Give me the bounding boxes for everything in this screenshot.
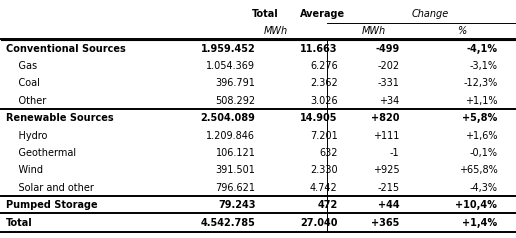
Text: +365: +365 [371, 218, 399, 228]
Text: +5,8%: +5,8% [462, 113, 497, 123]
Text: Total: Total [6, 218, 33, 228]
Text: 1.054.369: 1.054.369 [206, 61, 255, 71]
Text: 2.362: 2.362 [310, 78, 338, 88]
Text: +34: +34 [379, 96, 399, 106]
Text: 391.501: 391.501 [216, 165, 255, 175]
Text: -4,3%: -4,3% [469, 183, 497, 193]
Text: -215: -215 [377, 183, 399, 193]
Text: 2.330: 2.330 [310, 165, 338, 175]
Text: -331: -331 [378, 78, 399, 88]
Text: -1: -1 [390, 148, 399, 158]
Text: 3.026: 3.026 [310, 96, 338, 106]
Text: Renewable Sources: Renewable Sources [6, 113, 114, 123]
Text: 632: 632 [319, 148, 338, 158]
Text: Coal: Coal [6, 78, 40, 88]
Text: Solar and other: Solar and other [6, 183, 94, 193]
Text: Average: Average [300, 9, 345, 19]
Text: -12,3%: -12,3% [463, 78, 497, 88]
Text: +820: +820 [371, 113, 399, 123]
Text: 1.959.452: 1.959.452 [201, 44, 255, 54]
Text: Hydro: Hydro [6, 130, 47, 140]
Text: Total: Total [252, 9, 279, 19]
Text: MWh: MWh [264, 26, 288, 36]
Text: +10,4%: +10,4% [456, 200, 497, 210]
Text: %: % [457, 26, 466, 36]
Text: 4.542.785: 4.542.785 [201, 218, 255, 228]
Text: +1,4%: +1,4% [462, 218, 497, 228]
Text: Change: Change [412, 9, 449, 19]
Text: -4,1%: -4,1% [466, 44, 497, 54]
Text: +1,1%: +1,1% [465, 96, 497, 106]
Text: +1,6%: +1,6% [465, 130, 497, 140]
Text: +925: +925 [373, 165, 399, 175]
Text: -0,1%: -0,1% [469, 148, 497, 158]
Text: -202: -202 [377, 61, 399, 71]
Text: 27.040: 27.040 [300, 218, 338, 228]
Text: Pumped Storage: Pumped Storage [6, 200, 98, 210]
Text: Other: Other [6, 96, 46, 106]
Text: +65,8%: +65,8% [459, 165, 497, 175]
Text: 79.243: 79.243 [218, 200, 255, 210]
Text: +44: +44 [378, 200, 399, 210]
Text: +111: +111 [373, 130, 399, 140]
Text: -499: -499 [375, 44, 399, 54]
Text: Conventional Sources: Conventional Sources [6, 44, 125, 54]
Text: Gas: Gas [6, 61, 37, 71]
Text: Geothermal: Geothermal [6, 148, 76, 158]
Text: 1.209.846: 1.209.846 [206, 130, 255, 140]
Text: 796.621: 796.621 [215, 183, 255, 193]
Text: MWh: MWh [362, 26, 386, 36]
Text: -3,1%: -3,1% [469, 61, 497, 71]
Text: 7.201: 7.201 [310, 130, 338, 140]
Text: 4.742: 4.742 [310, 183, 338, 193]
Text: 396.791: 396.791 [216, 78, 255, 88]
Text: 2.504.089: 2.504.089 [201, 113, 255, 123]
Text: Wind: Wind [6, 165, 43, 175]
Text: 508.292: 508.292 [215, 96, 255, 106]
Text: 472: 472 [317, 200, 338, 210]
Text: 11.663: 11.663 [300, 44, 338, 54]
Text: 6.276: 6.276 [310, 61, 338, 71]
Text: 106.121: 106.121 [216, 148, 255, 158]
Text: 14.905: 14.905 [300, 113, 338, 123]
